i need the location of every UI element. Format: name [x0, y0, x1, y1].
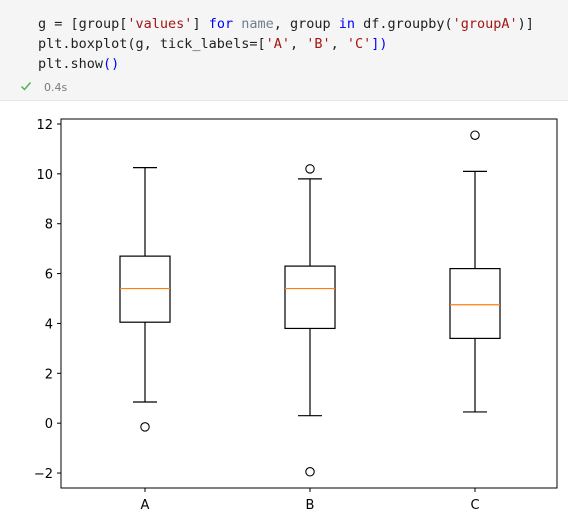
- outlier-point: [305, 467, 315, 477]
- boxplot-chart: −2 0 2 4 6 8 10 12 A B C: [34, 118, 558, 513]
- code-token: name: [241, 16, 274, 32]
- code-token: in: [338, 16, 356, 32]
- code-token: 'groupA': [452, 16, 518, 32]
- code-token: 'A': [265, 36, 290, 52]
- code-token: df.groupby(: [355, 16, 453, 32]
- code-token: ]): [371, 36, 388, 52]
- y-tick-label: 12: [36, 118, 53, 133]
- box-group-C: [449, 130, 501, 413]
- y-tick-label: 2: [45, 367, 53, 382]
- plot-frame: [60, 118, 558, 489]
- code-token: [233, 16, 241, 32]
- code-token: (): [103, 56, 120, 72]
- x-tick-label: C: [470, 498, 479, 513]
- code-token: 'values': [127, 16, 193, 32]
- code-token: ,: [289, 36, 307, 52]
- box: [119, 255, 171, 323]
- code-token: plt.show: [38, 56, 104, 72]
- y-tick-label: 8: [45, 218, 53, 233]
- code-line: plt.boxplot(g, tick_labels=['A', 'B', 'C…: [38, 36, 388, 52]
- code-line: plt.show(): [38, 56, 119, 72]
- cell-status: 0.4s: [20, 80, 67, 95]
- code-token: ]: [192, 16, 209, 32]
- y-tick-label: 6: [45, 268, 53, 283]
- code-token: , group: [273, 16, 339, 32]
- y-tick-label: 10: [36, 168, 53, 183]
- notebook-code-cell[interactable]: g = [group['values'] for name, group in …: [0, 0, 568, 101]
- x-tick-label: B: [306, 498, 315, 513]
- code-token: plt.boxplot(g, tick_labels=[: [38, 36, 266, 52]
- code-token: for: [208, 16, 234, 32]
- code-token: )]: [517, 16, 534, 32]
- y-tick-label: −2: [34, 467, 53, 482]
- code-editor[interactable]: g = [group['values'] for name, group in …: [38, 14, 534, 74]
- check-icon: [20, 80, 32, 95]
- code-token: 'B': [306, 36, 331, 52]
- box-group-A: [119, 167, 171, 432]
- outlier-point: [140, 422, 150, 432]
- x-tick-label: A: [141, 498, 150, 513]
- code-token: 'C': [346, 36, 372, 52]
- outlier-point: [470, 130, 480, 140]
- execution-time: 0.4s: [44, 81, 68, 94]
- code-line: g = [group['values'] for name, group in …: [38, 16, 534, 32]
- code-token: ,: [330, 36, 347, 52]
- y-tick-label: 0: [45, 417, 53, 432]
- box-group-B: [284, 164, 336, 477]
- box: [284, 265, 336, 330]
- box: [449, 267, 501, 340]
- y-tick-label: 4: [45, 317, 53, 332]
- outlier-point: [305, 164, 315, 174]
- code-token: g = [group[: [38, 16, 128, 32]
